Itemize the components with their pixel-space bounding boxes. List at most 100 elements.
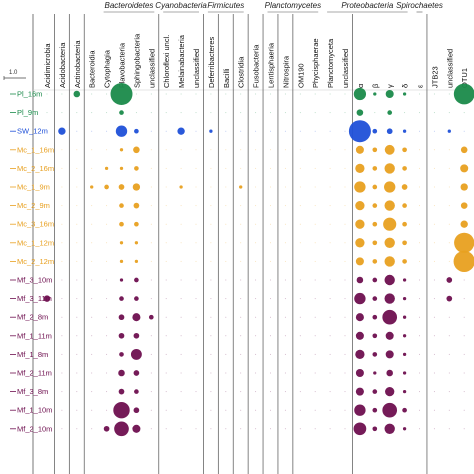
bubble (433, 149, 435, 151)
bubble (284, 130, 286, 132)
bubble (384, 256, 395, 267)
bubble (384, 163, 395, 174)
bubble (195, 391, 197, 393)
bubble (255, 409, 257, 411)
bubble (180, 391, 182, 393)
bubble (419, 279, 420, 281)
bubble (299, 335, 301, 337)
bubble (448, 186, 450, 188)
bubble (314, 242, 316, 244)
bubble (355, 387, 364, 396)
bubble (180, 112, 182, 114)
bubble (225, 242, 227, 244)
bubble (329, 130, 331, 132)
column-label: ε (416, 84, 425, 88)
bubble (76, 409, 78, 411)
column-label: OM190 (296, 63, 305, 88)
bubble (106, 93, 108, 95)
bubble (463, 316, 465, 318)
bubble (225, 205, 227, 207)
bubble (402, 147, 407, 153)
bubble (404, 112, 406, 114)
bubble (225, 130, 227, 132)
bubble (119, 241, 124, 245)
bubble (284, 260, 286, 262)
bubble (448, 93, 450, 95)
bubble (134, 259, 139, 264)
bubble (119, 221, 124, 227)
bubble (46, 335, 48, 337)
scale-label: 1.0 (9, 70, 18, 76)
bubble (106, 353, 108, 355)
bubble (61, 372, 63, 374)
bubble (463, 409, 465, 411)
bubble (402, 371, 407, 375)
bubble (225, 223, 227, 225)
bubble (419, 335, 420, 337)
bubble (225, 353, 227, 355)
bubble (419, 130, 420, 132)
bubble (385, 331, 394, 340)
bubble (433, 353, 435, 355)
bubble (344, 353, 346, 355)
bubble (314, 186, 316, 188)
bubble (299, 409, 301, 411)
bubble (463, 353, 465, 355)
bubble (240, 223, 242, 225)
bubble (76, 205, 78, 207)
row-label: Pl_9m (17, 108, 38, 117)
column-label: Fusobacteria (252, 44, 261, 88)
bubble (165, 93, 167, 95)
bubble (91, 260, 93, 262)
bubble (106, 279, 108, 281)
bubble (284, 112, 286, 114)
bubble (284, 167, 286, 169)
bubble (150, 279, 152, 281)
bubble (240, 372, 242, 374)
bubble (195, 130, 197, 132)
bubble (91, 130, 93, 132)
row-label: Mf_3_8m (17, 387, 48, 396)
bubble (165, 279, 167, 281)
bubble (384, 200, 395, 211)
bubble (225, 149, 227, 151)
row-label: Mc_1_16m (17, 145, 54, 154)
bubble (58, 127, 66, 135)
bubble (61, 93, 63, 95)
bubble (284, 223, 286, 225)
bubble (419, 353, 420, 355)
bubble (46, 93, 48, 95)
bubble (284, 279, 286, 281)
bubble (180, 205, 182, 207)
bubble (384, 144, 395, 155)
bubble (448, 372, 450, 374)
bubble (329, 372, 331, 374)
bubble (344, 428, 346, 430)
bubble (113, 402, 130, 419)
bubble (433, 242, 435, 244)
bubble (180, 353, 182, 355)
column-label: Planctomyceta (326, 38, 335, 88)
bubble (299, 279, 301, 281)
bubble (225, 93, 227, 95)
bubble (314, 316, 316, 318)
bubble (433, 186, 435, 188)
bubble (210, 223, 212, 225)
bubble (119, 166, 124, 171)
bubble (299, 93, 301, 95)
bubble (419, 409, 420, 411)
bubble (373, 92, 377, 96)
bubble (402, 427, 407, 431)
bubble (270, 167, 271, 169)
bubble (180, 335, 182, 337)
bubble (76, 223, 78, 225)
bubble (133, 146, 140, 154)
bubble (270, 93, 271, 95)
bubble (195, 335, 197, 337)
bubble (76, 428, 78, 430)
bubble (314, 335, 316, 337)
bubble (165, 223, 167, 225)
bubble (225, 279, 227, 281)
bubble (329, 186, 331, 188)
bubble (372, 352, 378, 357)
